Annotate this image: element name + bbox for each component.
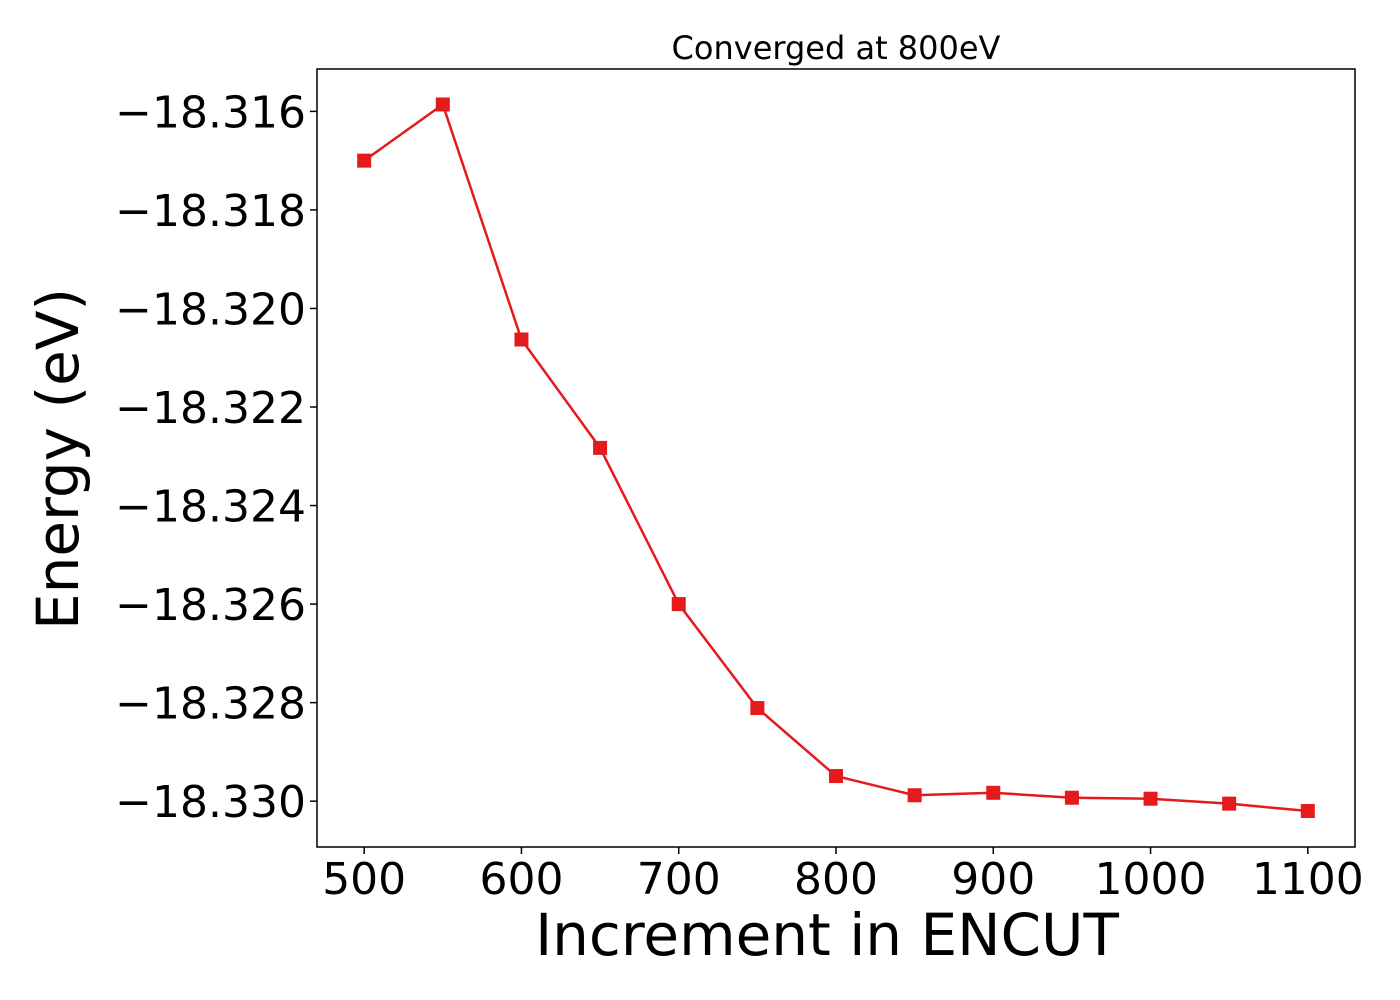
data-point-marker: [750, 701, 765, 716]
data-point-marker: [514, 332, 529, 347]
x-tick-label: 1100: [1252, 854, 1364, 905]
data-point-marker: [1064, 790, 1079, 805]
y-tick-label: −18.330: [115, 777, 306, 828]
y-tick-label: −18.320: [115, 284, 306, 335]
y-axis-ticks: −18.316 −18.318 −18.320 −18.322 −18.324 −18.3…: [115, 87, 317, 828]
chart-title: Converged at 800eV: [672, 29, 1001, 67]
y-tick-label: −18.324: [115, 482, 306, 533]
y-tick-label: −18.318: [115, 186, 306, 237]
series-layer: [357, 97, 1315, 819]
data-point-marker: [593, 440, 608, 455]
y-tick-label: −18.328: [115, 679, 306, 730]
x-axis-label: Increment in ENCUT: [535, 901, 1119, 969]
x-tick-label: 600: [479, 854, 563, 905]
data-point-marker: [829, 769, 843, 784]
data-point-marker: [1143, 791, 1158, 806]
y-axis-label: Energy (eV): [24, 288, 92, 630]
data-point-marker: [1222, 796, 1237, 811]
data-point-marker: [986, 785, 1001, 800]
data-point-marker: [435, 97, 450, 112]
y-tick-label: −18.326: [115, 580, 306, 631]
x-tick-label: 700: [637, 854, 721, 905]
x-tick-label: 800: [794, 854, 878, 905]
x-tick-label: 900: [951, 854, 1035, 905]
data-point-marker: [907, 788, 922, 803]
x-tick-label: 500: [322, 854, 406, 905]
y-tick-label: −18.316: [115, 87, 306, 138]
data-point-marker: [671, 597, 686, 612]
data-point-marker: [357, 153, 372, 168]
x-axis-ticks: 500 600 700 800 900 1000 1100: [322, 847, 1364, 905]
y-tick-label: −18.322: [115, 383, 306, 434]
x-tick-label: 1000: [1095, 854, 1207, 905]
data-point-marker: [1300, 804, 1315, 819]
